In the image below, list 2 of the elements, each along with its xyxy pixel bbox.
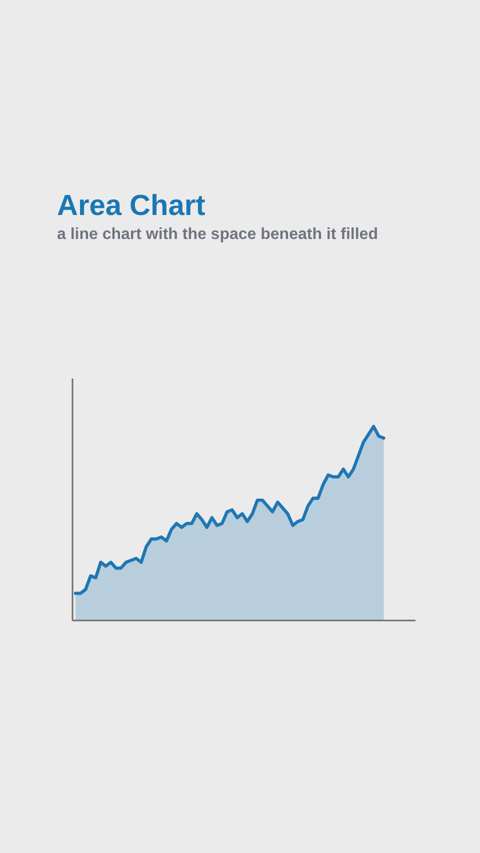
chart-title: Area Chart xyxy=(57,189,206,223)
chart-subtitle: a line chart with the space beneath it filled xyxy=(57,225,378,245)
